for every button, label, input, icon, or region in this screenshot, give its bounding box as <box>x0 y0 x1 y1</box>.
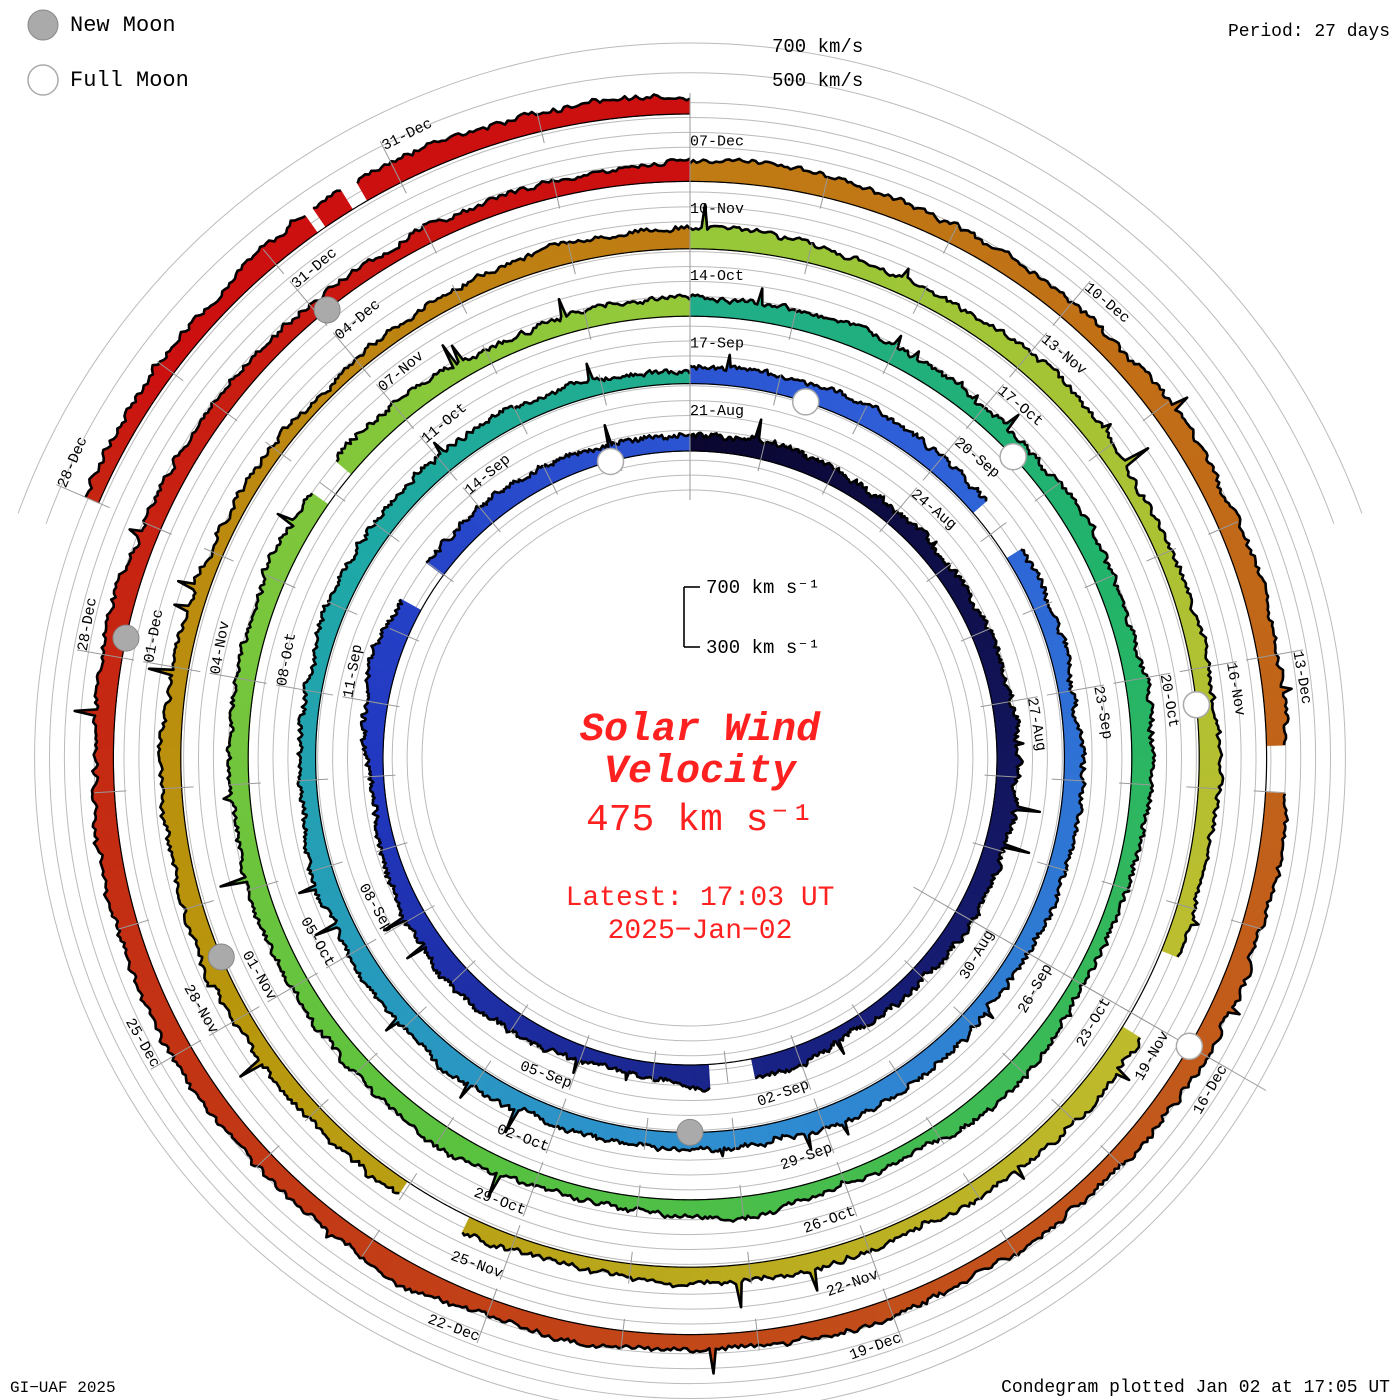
svg-text:Velocity: Velocity <box>604 750 798 795</box>
svg-text:2025−Jan−02: 2025−Jan−02 <box>608 916 793 947</box>
svg-text:07-Dec: 07-Dec <box>690 133 744 150</box>
svg-text:14-Oct: 14-Oct <box>690 268 744 285</box>
svg-text:300 km s⁻¹: 300 km s⁻¹ <box>706 637 820 659</box>
svg-text:17-Sep: 17-Sep <box>690 336 744 353</box>
svg-text:Latest: 17:03 UT: Latest: 17:03 UT <box>566 883 835 914</box>
svg-text:21-Aug: 21-Aug <box>690 403 744 420</box>
svg-text:Full Moon: Full Moon <box>70 68 189 93</box>
svg-text:Period: 27 days: Period: 27 days <box>1228 22 1390 42</box>
svg-text:New Moon: New Moon <box>70 13 176 38</box>
svg-text:700 km/s: 700 km/s <box>772 36 863 58</box>
svg-text:GI−UAF 2025: GI−UAF 2025 <box>10 1379 116 1397</box>
svg-text:10-Nov: 10-Nov <box>690 201 744 218</box>
svg-text:700 km s⁻¹: 700 km s⁻¹ <box>706 577 820 599</box>
svg-text:475 km s⁻¹: 475 km s⁻¹ <box>586 799 814 842</box>
svg-text:500 km/s: 500 km/s <box>772 70 863 92</box>
svg-text:Condegram plotted Jan 02 at 17: Condegram plotted Jan 02 at 17:05 UT <box>1001 1378 1390 1398</box>
svg-text:Solar Wind: Solar Wind <box>580 708 821 753</box>
